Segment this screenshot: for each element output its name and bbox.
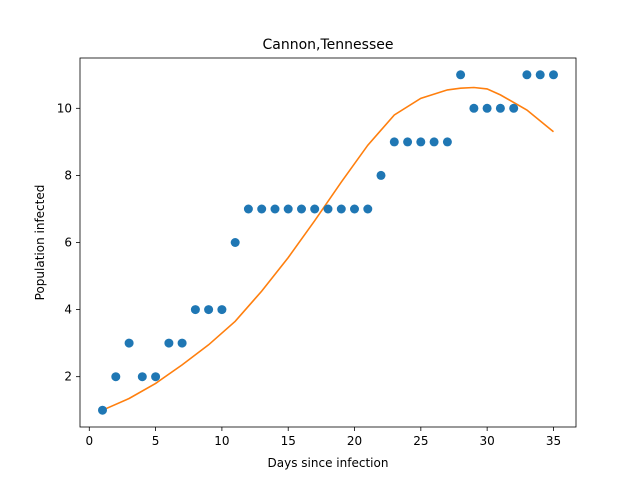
data-point (495, 103, 505, 113)
data-point (151, 372, 161, 382)
data-point (482, 103, 492, 113)
data-point (535, 70, 545, 80)
data-point (442, 137, 452, 147)
data-point (204, 305, 214, 315)
fit-curve (102, 86, 555, 411)
y-tick-label: 8 (64, 168, 72, 182)
data-point (336, 204, 346, 214)
x-tick-label: 0 (85, 434, 93, 448)
data-point (230, 238, 240, 247)
x-tick-label: 35 (546, 434, 561, 448)
data-point (456, 70, 466, 80)
data-point (310, 204, 320, 214)
plot-frame (79, 57, 577, 428)
data-point (469, 103, 479, 113)
data-point (111, 372, 121, 382)
data-point (164, 338, 174, 348)
x-tick-label: 5 (152, 434, 160, 448)
data-point (270, 204, 280, 214)
data-point (429, 137, 439, 147)
data-point (243, 204, 253, 214)
data-point (177, 338, 187, 348)
x-tick-label: 10 (214, 434, 229, 448)
y-tick-label: 4 (64, 303, 72, 317)
data-point (257, 204, 267, 214)
data-point (376, 170, 386, 180)
x-axis-label: Days since infection (268, 456, 389, 470)
data-point (549, 70, 558, 80)
x-tick-label: 20 (347, 434, 362, 448)
data-point (217, 305, 227, 315)
data-point (389, 137, 399, 147)
data-point (403, 137, 413, 147)
data-point (522, 70, 532, 80)
data-point (283, 204, 293, 214)
x-tick-label: 30 (480, 434, 495, 448)
x-tick-label: 15 (281, 434, 296, 448)
data-point (323, 204, 333, 214)
y-tick-label: 10 (57, 101, 72, 115)
data-point (509, 103, 519, 113)
data-point (416, 137, 426, 147)
data-point (137, 372, 147, 382)
data-point (297, 204, 306, 214)
y-axis-label: Population infected (33, 185, 47, 301)
data-point (363, 204, 373, 214)
axis-ticks: 0 5 10 15 20 25 30 35 2 4 6 8 10 (57, 101, 561, 448)
data-point (350, 204, 359, 214)
data-point (190, 305, 200, 315)
y-tick-label: 2 (64, 370, 72, 384)
plot-area (98, 70, 558, 415)
chart-title: Cannon,Tennessee (263, 37, 394, 53)
x-tick-label: 25 (413, 434, 428, 448)
y-tick-label: 6 (64, 236, 72, 250)
data-point (124, 338, 134, 348)
data-point (98, 405, 107, 415)
